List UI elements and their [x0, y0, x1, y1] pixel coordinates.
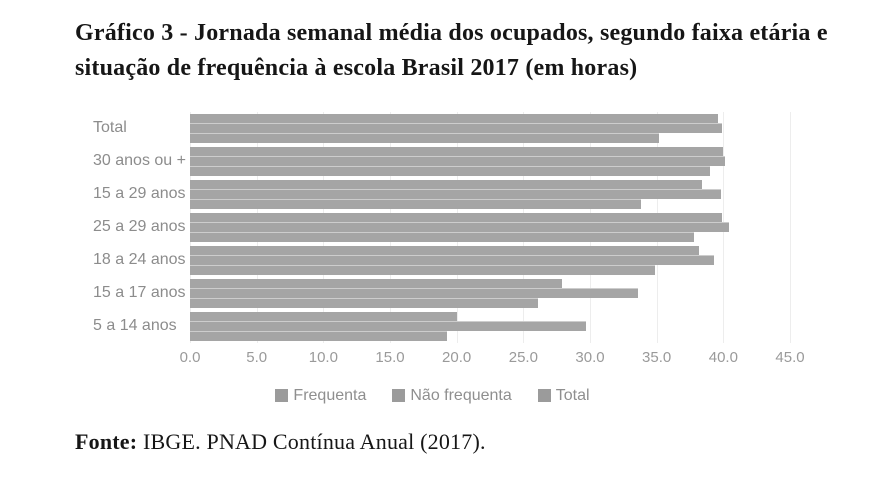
gridline [790, 111, 791, 343]
x-tick-label: 25.0 [508, 348, 538, 366]
x-tick-label: 30.0 [575, 348, 605, 366]
legend-swatch-icon [275, 389, 289, 403]
legend-item: Frequenta [275, 387, 366, 405]
legend-swatch-icon [392, 389, 406, 403]
x-tick-label: 20.0 [442, 348, 472, 366]
bar-não-frequenta [190, 156, 725, 167]
bar-track [190, 114, 790, 144]
bar-não-frequenta [190, 222, 729, 233]
bar-track [190, 312, 790, 342]
legend-label: Frequenta [293, 386, 367, 404]
bar-track [190, 180, 790, 210]
bar-frequenta [190, 133, 660, 144]
x-tick-label: 10.0 [308, 348, 338, 366]
legend-label: Não frequenta [410, 386, 512, 404]
bar-não-frequenta [190, 255, 714, 266]
bar-não-frequenta [190, 123, 722, 134]
x-tick-label: 45.0 [775, 348, 805, 366]
category-label: 18 a 24 anos [93, 251, 186, 269]
bar-frequenta [190, 298, 538, 309]
category-label: 15 a 29 anos [93, 185, 186, 203]
source-note: Fonte: IBGE. PNAD Contínua Anual (2017). [75, 429, 847, 455]
x-tick-label: 0.0 [179, 348, 201, 366]
category-row: Total [75, 112, 790, 145]
bar-chart: Total 30 anos ou + 15 a 29 anos 25 a 29 ano… [75, 111, 805, 405]
category-label: 25 a 29 anos [93, 218, 186, 236]
x-tick-label: 35.0 [642, 348, 672, 366]
legend-item: Total [537, 386, 590, 405]
legend: Frequenta Não frequenta Total [75, 387, 790, 405]
bar-total [190, 246, 700, 256]
category-label: Total [93, 119, 127, 137]
bar-total [190, 312, 457, 322]
bar-total [190, 147, 724, 157]
bar-track [190, 147, 790, 177]
source-text: IBGE. PNAD Contínua Anual (2017). [137, 428, 486, 454]
bar-frequenta [190, 331, 448, 342]
chart-title: Gráfico 3 - Jornada semanal média dos oc… [75, 20, 828, 81]
category-label: 5 a 14 anos [93, 317, 177, 335]
legend-label: Total [555, 386, 590, 404]
category-label: 15 a 17 anos [93, 284, 186, 302]
category-row: 30 anos ou + [75, 145, 790, 178]
bar-track [190, 246, 790, 276]
bar-frequenta [190, 166, 710, 177]
bar-total [190, 180, 702, 190]
x-tick-label: 15.0 [375, 348, 405, 366]
bar-frequenta [190, 265, 656, 276]
category-row: 25 a 29 anos [75, 211, 790, 244]
bar-não-frequenta [190, 189, 721, 200]
x-tick-label: 40.0 [708, 348, 738, 366]
category-row: 15 a 29 anos [75, 178, 790, 211]
category-row: 18 a 24 anos [75, 244, 790, 277]
bar-track [190, 279, 790, 309]
legend-swatch-icon [537, 389, 551, 403]
legend-item: Não frequenta [392, 386, 512, 405]
category-row: 15 a 17 anos [75, 277, 790, 310]
bar-rows: Total 30 anos ou + 15 a 29 anos 25 a 29 ano… [75, 112, 790, 343]
source-label: Fonte: [75, 428, 138, 454]
figure: Gráfico 3 - Jornada semanal média dos oc… [75, 16, 847, 455]
category-row: 5 a 14 anos [75, 310, 790, 343]
bar-total [190, 213, 722, 223]
bar-não-frequenta [190, 321, 586, 332]
bar-frequenta [190, 199, 641, 210]
bar-total [190, 279, 562, 289]
x-tick-label: 5.0 [246, 348, 268, 366]
bar-track [190, 213, 790, 243]
category-label: 30 anos ou + [93, 152, 186, 170]
bar-não-frequenta [190, 288, 638, 299]
bar-frequenta [190, 232, 694, 243]
x-axis: 0.0 5.0 10.0 15.0 20.0 25.0 30.0 35.0 40.0 45.0 [180, 348, 805, 371]
bar-total [190, 114, 718, 124]
